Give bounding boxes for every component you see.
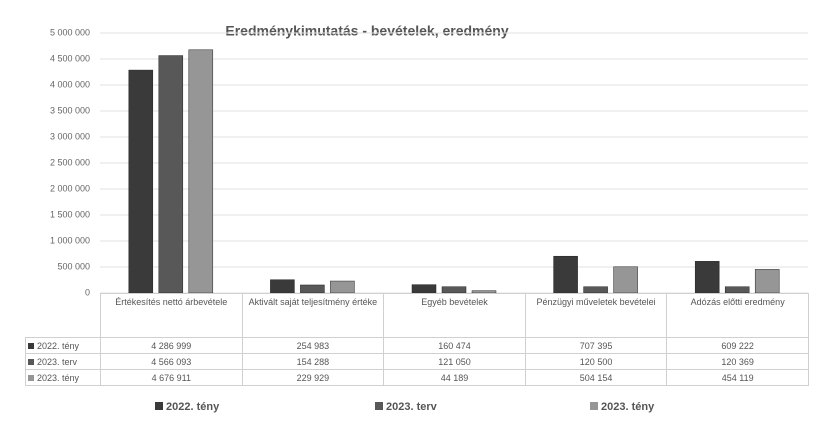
bar [330, 280, 355, 294]
legend-label: 2022. tény [166, 401, 220, 413]
legend-item: 2023. tény [590, 401, 654, 413]
bar [613, 266, 638, 294]
data-row: 2022. tény 4 286 999 254 983 160 474 707 395… [25, 337, 809, 354]
row-label: 2023. terv [25, 353, 101, 370]
value-label: 707 395 [524, 337, 668, 354]
y-tick-label: 5 000 000 [50, 27, 90, 37]
legend-item: 2023. terv [375, 401, 437, 413]
data-row: 2023. terv 4 566 093 154 288 121 050 120 500… [25, 353, 809, 370]
value-label: 4 566 093 [100, 353, 243, 370]
value-label: 454 119 [666, 369, 809, 386]
legend-item: 2022. tény [155, 401, 219, 413]
value-label: 121 050 [383, 353, 526, 370]
bar [553, 255, 578, 294]
x-tick-label: Értékesítés nettó árbevétele [100, 293, 243, 338]
y-tick-label: 0 [85, 287, 90, 297]
series-name: 2023. terv [37, 356, 78, 367]
corner [25, 293, 101, 338]
value-label: 609 222 [666, 337, 809, 354]
header-row: Értékesítés nettó árbevétele Aktivált saj… [25, 293, 809, 338]
value-label: 504 154 [524, 369, 668, 386]
y-tick-label: 500 000 [57, 261, 90, 271]
x-tick-label: Egyéb bevételek [383, 293, 526, 338]
legend-label: 2023. terv [386, 401, 437, 413]
legend-swatch [28, 342, 34, 349]
bar [694, 261, 720, 294]
value-label: 160 474 [383, 337, 526, 354]
y-tick-label: 1 500 000 [50, 209, 90, 219]
legend-swatch [590, 402, 598, 410]
value-label: 120 500 [524, 353, 668, 370]
data-table: Értékesítés nettó árbevétele Aktivált saj… [25, 293, 809, 386]
bar [188, 49, 214, 294]
bar [411, 284, 437, 294]
legend: 2022. tény 2023. terv 2023. tény [0, 401, 817, 417]
value-label: 154 288 [241, 353, 385, 370]
row-label: 2022. tény [25, 337, 101, 354]
y-tick-label: 2 000 000 [50, 183, 90, 193]
legend-swatch [375, 402, 383, 410]
legend-swatch [28, 358, 34, 365]
x-tick-label: Adózás előtti eredmény [666, 293, 809, 338]
y-tick-label: 3 000 000 [50, 131, 90, 141]
value-label: 44 189 [383, 369, 526, 386]
value-label: 120 369 [666, 353, 809, 370]
chart-title: Eredménykimutatás - bevételek, eredmény [225, 23, 508, 39]
legend-swatch [28, 374, 34, 381]
y-tick-label: 1 000 000 [50, 235, 90, 245]
x-tick-label: Pénzügyi műveletek bevételei [524, 293, 668, 338]
series-name: 2023. tény [37, 372, 80, 383]
value-label: 4 286 999 [100, 337, 243, 354]
value-label: 254 983 [241, 337, 385, 354]
data-row: 2023. tény 4 676 911 229 929 44 189 504 154 4… [25, 369, 809, 386]
series-name: 2022. tény [37, 340, 80, 351]
y-tick-label: 3 500 000 [50, 105, 90, 115]
bar [300, 284, 325, 294]
bar [270, 279, 295, 294]
value-label: 229 929 [241, 369, 385, 386]
x-tick-label: Aktivált saját teljesítmény értéke [241, 293, 385, 338]
bar [754, 269, 780, 294]
row-label: 2023. tény [25, 369, 101, 386]
legend-swatch [155, 402, 163, 410]
legend-label: 2023. tény [601, 401, 655, 413]
value-label: 4 676 911 [100, 369, 243, 386]
y-tick-label: 4 000 000 [50, 79, 90, 89]
bar [128, 69, 154, 294]
y-tick-label: 2 500 000 [50, 157, 90, 167]
y-tick-label: 4 500 000 [50, 53, 90, 63]
bar [158, 55, 184, 294]
